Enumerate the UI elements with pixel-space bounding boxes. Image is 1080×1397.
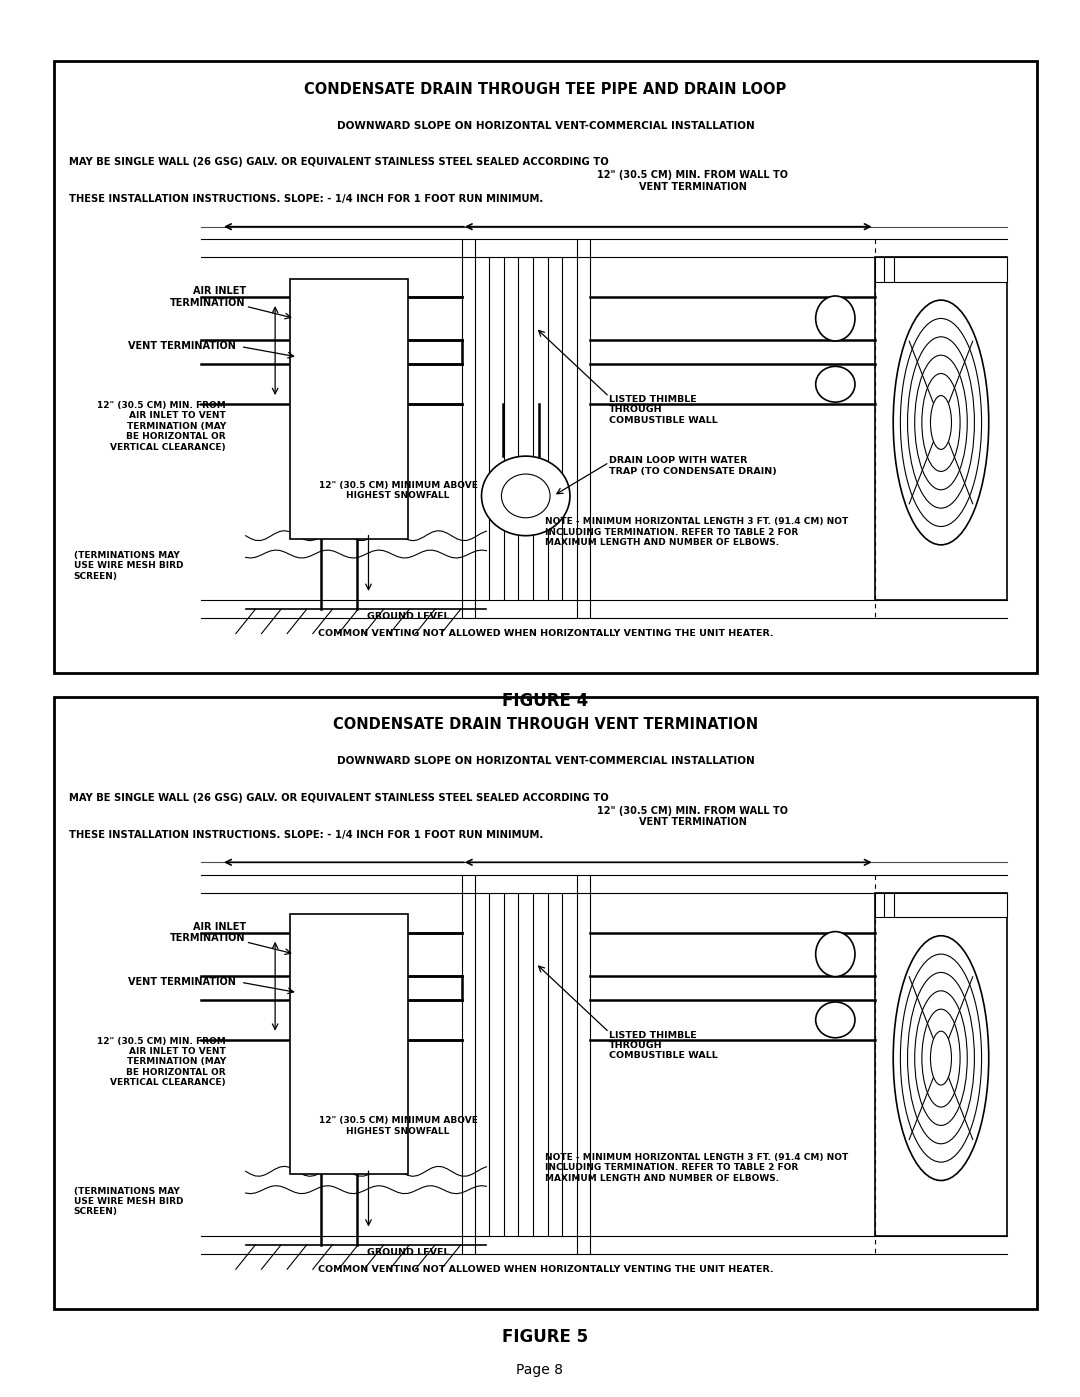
Text: COMMON VENTING NOT ALLOWED WHEN HORIZONTALLY VENTING THE UNIT HEATER.: COMMON VENTING NOT ALLOWED WHEN HORIZONT…: [318, 1264, 773, 1274]
Text: THESE INSTALLATION INSTRUCTIONS. SLOPE: - 1/4 INCH FOR 1 FOOT RUN MINIMUM.: THESE INSTALLATION INSTRUCTIONS. SLOPE: …: [69, 830, 543, 840]
Text: 12" (30.5 CM) MIN. FROM WALL TO
VENT TERMINATION: 12" (30.5 CM) MIN. FROM WALL TO VENT TER…: [597, 170, 788, 191]
Bar: [875, 893, 1008, 1235]
Text: NOTE - MINIMUM HORIZONTAL LENGTH 3 FT. (91.4 CM) NOT
INCLUDING TERMINATION. REFE: NOTE - MINIMUM HORIZONTAL LENGTH 3 FT. (…: [545, 1153, 849, 1183]
Ellipse shape: [815, 296, 855, 341]
Text: GROUND LEVEL: GROUND LEVEL: [366, 612, 449, 622]
Text: VENT TERMINATION: VENT TERMINATION: [127, 341, 235, 351]
Text: 12" (30.5 CM) MINIMUM ABOVE
HIGHEST SNOWFALL: 12" (30.5 CM) MINIMUM ABOVE HIGHEST SNOW…: [319, 481, 477, 500]
Bar: [289, 914, 408, 1175]
Ellipse shape: [931, 395, 951, 450]
Text: 12" (30.5 CM) MINIMUM ABOVE
HIGHEST SNOWFALL: 12" (30.5 CM) MINIMUM ABOVE HIGHEST SNOW…: [319, 1116, 477, 1136]
Text: FIGURE 5: FIGURE 5: [502, 1327, 589, 1345]
Ellipse shape: [482, 457, 570, 535]
Text: AIR INLET
TERMINATION: AIR INLET TERMINATION: [171, 922, 245, 943]
Text: DOWNWARD SLOPE ON HORIZONTAL VENT-COMMERCIAL INSTALLATION: DOWNWARD SLOPE ON HORIZONTAL VENT-COMMER…: [337, 756, 754, 767]
Bar: [54, 697, 1037, 1309]
Ellipse shape: [893, 300, 989, 545]
Text: COMMON VENTING NOT ALLOWED WHEN HORIZONTALLY VENTING THE UNIT HEATER.: COMMON VENTING NOT ALLOWED WHEN HORIZONT…: [318, 629, 773, 638]
Text: CONDENSATE DRAIN THROUGH TEE PIPE AND DRAIN LOOP: CONDENSATE DRAIN THROUGH TEE PIPE AND DR…: [305, 81, 786, 96]
Text: VENT TERMINATION: VENT TERMINATION: [127, 977, 235, 986]
Text: AIR INLET
TERMINATION: AIR INLET TERMINATION: [171, 286, 245, 307]
Ellipse shape: [815, 366, 855, 402]
Text: 12" (30.5 CM) MIN. FROM WALL TO
VENT TERMINATION: 12" (30.5 CM) MIN. FROM WALL TO VENT TER…: [597, 806, 788, 827]
Ellipse shape: [931, 1031, 951, 1085]
Text: DRAIN LOOP WITH WATER
TRAP (TO CONDENSATE DRAIN): DRAIN LOOP WITH WATER TRAP (TO CONDENSAT…: [609, 457, 777, 475]
Text: GROUND LEVEL: GROUND LEVEL: [366, 1248, 449, 1257]
Text: 12" (30.5 CM) MIN. FROM
AIR INLET TO VENT
TERMINATION (MAY
BE HORIZONTAL OR
VERT: 12" (30.5 CM) MIN. FROM AIR INLET TO VEN…: [97, 1037, 226, 1087]
Bar: [875, 257, 1008, 282]
Ellipse shape: [501, 474, 550, 518]
Bar: [875, 893, 1008, 918]
Ellipse shape: [815, 1002, 855, 1038]
Text: Page 8: Page 8: [516, 1363, 564, 1377]
Ellipse shape: [893, 936, 989, 1180]
Text: (TERMINATIONS MAY
USE WIRE MESH BIRD
SCREEN): (TERMINATIONS MAY USE WIRE MESH BIRD SCR…: [73, 1186, 184, 1217]
Text: FIGURE 4: FIGURE 4: [502, 692, 589, 710]
Bar: [289, 278, 408, 539]
Text: NOTE - MINIMUM HORIZONTAL LENGTH 3 FT. (91.4 CM) NOT
INCLUDING TERMINATION. REFE: NOTE - MINIMUM HORIZONTAL LENGTH 3 FT. (…: [545, 517, 849, 548]
Text: MAY BE SINGLE WALL (26 GSG) GALV. OR EQUIVALENT STAINLESS STEEL SEALED ACCORDING: MAY BE SINGLE WALL (26 GSG) GALV. OR EQU…: [69, 158, 608, 168]
Text: 12" (30.5 CM) MIN. FROM
AIR INLET TO VENT
TERMINATION (MAY
BE HORIZONTAL OR
VERT: 12" (30.5 CM) MIN. FROM AIR INLET TO VEN…: [97, 401, 226, 451]
Text: (TERMINATIONS MAY
USE WIRE MESH BIRD
SCREEN): (TERMINATIONS MAY USE WIRE MESH BIRD SCR…: [73, 550, 184, 581]
Bar: [875, 257, 1008, 599]
Text: LISTED THIMBLE
THROUGH
COMBUSTIBLE WALL: LISTED THIMBLE THROUGH COMBUSTIBLE WALL: [609, 395, 718, 425]
Ellipse shape: [815, 932, 855, 977]
Text: LISTED THIMBLE
THROUGH
COMBUSTIBLE WALL: LISTED THIMBLE THROUGH COMBUSTIBLE WALL: [609, 1031, 718, 1060]
Text: CONDENSATE DRAIN THROUGH VENT TERMINATION: CONDENSATE DRAIN THROUGH VENT TERMINATIO…: [333, 717, 758, 732]
Text: THESE INSTALLATION INSTRUCTIONS. SLOPE: - 1/4 INCH FOR 1 FOOT RUN MINIMUM.: THESE INSTALLATION INSTRUCTIONS. SLOPE: …: [69, 194, 543, 204]
Text: MAY BE SINGLE WALL (26 GSG) GALV. OR EQUIVALENT STAINLESS STEEL SEALED ACCORDING: MAY BE SINGLE WALL (26 GSG) GALV. OR EQU…: [69, 793, 608, 803]
Text: DOWNWARD SLOPE ON HORIZONTAL VENT-COMMERCIAL INSTALLATION: DOWNWARD SLOPE ON HORIZONTAL VENT-COMMER…: [337, 120, 754, 131]
Bar: [54, 61, 1037, 673]
